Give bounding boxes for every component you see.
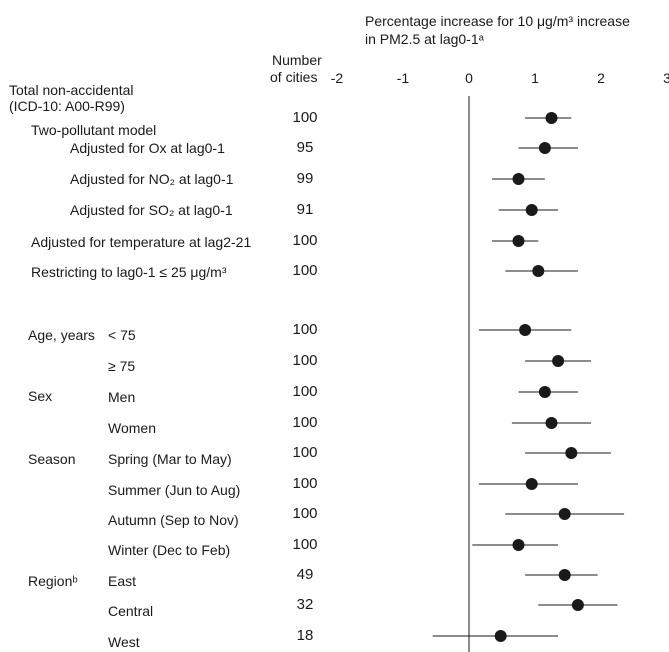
chart-title-line1: Percentage increase for 10 μg/m³ increas… — [365, 13, 630, 29]
point-estimate — [525, 204, 538, 216]
city-count: 100 — [292, 383, 318, 400]
point-estimate — [525, 478, 538, 490]
point-estimate — [545, 112, 558, 124]
label-season-autumn: Autumn (Sep to Nov) — [108, 512, 239, 528]
label-region-west: West — [108, 634, 140, 650]
city-count: 100 — [292, 505, 318, 522]
point-estimate — [545, 417, 558, 429]
label-sex-group: Sex — [28, 388, 53, 404]
label-total-line2: (ICD-10: A00-R99) — [9, 98, 125, 114]
point-estimate — [512, 173, 525, 185]
x-tick-label: 1 — [531, 70, 539, 86]
x-tick-label: 3 — [663, 70, 669, 86]
city-count: 95 — [296, 139, 314, 156]
point-estimate — [538, 142, 551, 154]
label-season-group: Season — [28, 451, 76, 467]
label-season-spring: Spring (Mar to May) — [108, 451, 232, 467]
city-count: 100 — [292, 352, 318, 369]
point-estimate — [512, 235, 525, 247]
point-estimate — [571, 599, 584, 611]
x-tick-label: -1 — [397, 70, 410, 86]
point-estimate — [494, 630, 507, 642]
estimates — [432, 112, 625, 642]
label-adj-no2: Adjusted for NO₂ at lag0-1 — [70, 171, 234, 187]
city-count: 100 — [292, 536, 318, 553]
city-count: 100 — [292, 475, 318, 492]
chart-title-line2: in PM2.5 at lag0-1ᵃ — [365, 31, 484, 47]
label-two-pollutant: Two-pollutant model — [31, 122, 157, 138]
label-region-central: Central — [108, 603, 154, 619]
city-count: 100 — [292, 109, 318, 126]
label-adj-temp: Adjusted for temperature at lag2-21 — [31, 234, 252, 250]
x-tick-label: -2 — [331, 70, 344, 86]
x-tick-label: 0 — [465, 70, 473, 86]
label-adj-so2: Adjusted for SO₂ at lag0-1 — [70, 202, 233, 218]
city-count: 100 — [292, 232, 318, 249]
label-restricting: Restricting to lag0-1 ≤ 25 μg/m³ — [31, 264, 227, 280]
label-season-summer: Summer (Jun to Aug) — [108, 482, 241, 498]
label-sex-men: Men — [108, 389, 136, 405]
city-count: 100 — [292, 321, 318, 338]
label-total-line1: Total non-accidental — [9, 82, 134, 98]
count-header-line1: Number — [272, 52, 322, 68]
x-axis-ticks: -2 -1 0 1 2 3 — [331, 70, 669, 86]
city-count: 100 — [292, 414, 318, 431]
point-estimate — [558, 508, 571, 520]
label-region-east: East — [108, 573, 137, 589]
point-estimate — [558, 569, 571, 581]
label-age-group: Age, years — [28, 327, 95, 343]
x-tick-label: 2 — [597, 70, 605, 86]
point-estimate — [565, 447, 578, 459]
label-sex-women: Women — [108, 420, 156, 436]
city-count: 100 — [292, 444, 318, 461]
point-estimate — [512, 539, 525, 551]
count-header-line2: of cities — [270, 69, 318, 85]
city-count: 91 — [296, 201, 314, 218]
label-region-group: Regionᵇ — [28, 573, 78, 589]
label-age-lt75: < 75 — [108, 327, 136, 343]
point-estimate — [519, 324, 532, 336]
city-count: 18 — [296, 627, 314, 644]
point-estimate — [532, 265, 545, 277]
label-season-winter: Winter (Dec to Feb) — [108, 542, 231, 558]
city-count: 49 — [296, 566, 314, 583]
label-adj-ox: Adjusted for Ox at lag0-1 — [70, 140, 225, 156]
city-count: 100 — [292, 262, 318, 279]
point-estimate — [538, 386, 551, 398]
label-age-ge75: ≥ 75 — [108, 358, 136, 374]
city-count: 32 — [296, 596, 314, 613]
point-estimate — [552, 355, 565, 367]
city-count: 99 — [296, 170, 314, 187]
